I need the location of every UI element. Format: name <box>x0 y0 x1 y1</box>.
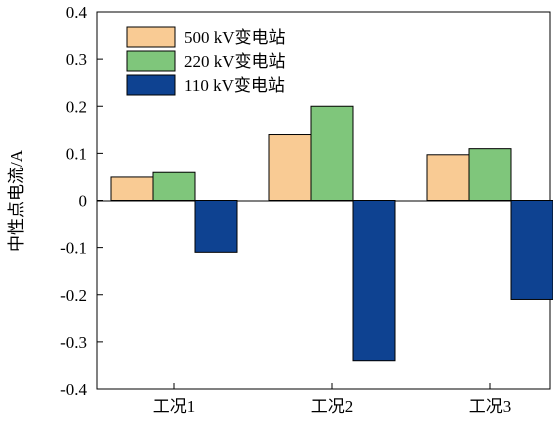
y-tick-label: 0.2 <box>66 97 87 116</box>
bar <box>468 148 512 202</box>
legend: 500 kV变电站 220 kV变电站 110 kV变电站 <box>126 26 286 96</box>
bar <box>310 105 354 201</box>
x-tick-label: 工况1 <box>153 397 196 416</box>
bars-group <box>110 105 553 362</box>
legend-swatch <box>126 26 176 48</box>
legend-label: 500 kV变电站 <box>184 28 286 47</box>
bar <box>268 134 312 201</box>
y-tick-label: 0.1 <box>66 144 87 163</box>
legend-swatch <box>126 50 176 72</box>
y-tick-label: 0.4 <box>66 3 88 22</box>
y-tick-label: -0.1 <box>60 239 87 258</box>
bar <box>426 154 470 202</box>
bar <box>152 171 196 202</box>
bar <box>510 200 553 300</box>
y-tick-label: -0.4 <box>60 380 87 399</box>
legend-swatch <box>126 74 176 96</box>
legend-label: 220 kV变电站 <box>184 52 286 71</box>
bar <box>110 176 154 201</box>
x-tick-label: 工况3 <box>469 397 512 416</box>
bar <box>352 200 396 362</box>
x-axis: 工况1 工况2 工况3 <box>153 383 512 416</box>
x-tick-label: 工况2 <box>311 397 354 416</box>
legend-label: 110 kV变电站 <box>184 76 285 95</box>
bar <box>194 200 238 253</box>
y-tick-label: -0.3 <box>60 333 87 352</box>
y-tick-label: -0.2 <box>60 286 87 305</box>
y-axis-label: 中性点电流/A <box>7 149 26 252</box>
y-axis: 0.4 0.3 0.2 0.1 0 -0.1 -0.2 -0.3 -0.4 <box>60 3 103 399</box>
y-tick-label: 0.3 <box>66 50 87 69</box>
y-tick-label: 0 <box>79 192 88 211</box>
